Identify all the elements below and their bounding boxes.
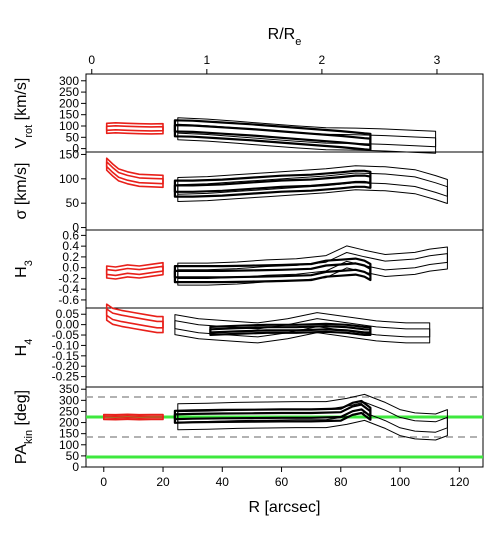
y-axis-tick-label: -0.4 xyxy=(58,282,79,296)
y-axis-tick-label: 0.00 xyxy=(56,318,80,332)
panel-h4: -0.25-0.20-0.15-0.10-0.050.000.05 H4 xyxy=(13,303,484,388)
top-axis-tick-label: 1 xyxy=(203,53,210,67)
y-axis-tick-label: 0 xyxy=(72,460,79,474)
outer-contour-thin xyxy=(174,312,431,344)
inner-contour-red xyxy=(105,261,164,280)
y-axis-tick-label: 0.0 xyxy=(62,261,79,275)
bottom-axis-title: R [arcsec] xyxy=(248,499,320,516)
outer-contour-thick-core xyxy=(173,174,372,193)
y-axis-title-main: PA xyxy=(13,444,30,464)
outer-contour-thick-core xyxy=(173,262,372,279)
outer-contour-thin xyxy=(177,117,437,154)
outer-contour-thin xyxy=(177,393,448,441)
bottom-axis-tick-label: 40 xyxy=(216,475,230,489)
outer-contour-thick xyxy=(173,399,372,424)
inner-contour-red-core xyxy=(103,415,164,419)
bottom-axis-tick-label: 20 xyxy=(156,475,170,489)
bottom-axis-tick-label: 0 xyxy=(100,475,107,489)
y-axis-tick-label: -0.25 xyxy=(52,370,80,384)
outer-contour-thick xyxy=(173,119,372,151)
y-axis-tick-label: 0 xyxy=(72,142,79,156)
y-axis-title-main: V xyxy=(13,137,30,148)
y-axis-tick-label: -0.6 xyxy=(58,293,79,307)
inner-contour-red xyxy=(105,303,164,334)
top-axis-tick-label: 2 xyxy=(319,53,326,67)
y-axis-tick-label: 50 xyxy=(66,449,80,463)
y-axis-tick-label: 50 xyxy=(66,130,80,144)
inner-contour-red-core xyxy=(105,125,164,132)
y-axis-tick-label: -0.15 xyxy=(52,349,80,363)
y-axis-tick-label: 300 xyxy=(59,74,79,88)
top-axis-tick-label: 3 xyxy=(434,53,441,67)
y-axis-tick-label: 200 xyxy=(59,96,79,110)
inner-contour-red xyxy=(105,157,164,189)
y-axis-tick-label: 200 xyxy=(59,416,79,430)
panel-h3: -0.6-0.4-0.20.00.20.40.6 H3 xyxy=(13,228,484,309)
y-axis-title: Vrot [km/s] xyxy=(13,78,35,149)
outer-contour-thin-core xyxy=(177,172,448,197)
y-axis-tick-label: -0.05 xyxy=(52,328,80,342)
y-axis-tick-label: 250 xyxy=(59,404,79,418)
y-axis-title: σ [km/s] xyxy=(13,163,30,220)
inner-contour-red xyxy=(103,413,164,421)
y-axis-tick-label: 350 xyxy=(59,382,79,396)
y-axis-title: PAkin [deg] xyxy=(13,390,35,464)
top-axis-title: R/Re xyxy=(268,26,302,48)
outer-contour-thick xyxy=(173,169,372,198)
bottom-axis-tick-label: 100 xyxy=(390,475,410,489)
y-axis-title-main: σ [km/s] xyxy=(13,163,30,220)
y-axis-tick-label: 0.2 xyxy=(62,250,79,264)
y-axis-title-main: H xyxy=(13,345,30,357)
y-axis-tick-label: -0.2 xyxy=(58,271,79,285)
y-axis-title-main: H xyxy=(13,266,30,278)
y-axis-title-subscript: kin xyxy=(23,430,35,444)
y-axis-tick-label: 300 xyxy=(59,393,79,407)
y-axis-title-subscript: 4 xyxy=(23,339,35,345)
y-axis-tick-label: 50 xyxy=(66,196,80,210)
y-axis-tick-label: 100 xyxy=(59,172,79,186)
y-axis-title-subscript: 3 xyxy=(23,260,35,266)
outer-contour-thick xyxy=(173,257,372,284)
y-axis-tick-label: -0.10 xyxy=(52,338,80,352)
outer-contour-thick-core xyxy=(209,325,372,334)
y-axis-title-subscript: rot xyxy=(23,125,35,138)
y-axis-tick-label: -0.20 xyxy=(52,359,80,373)
panel-sigma: 0 50 100 150 σ [km/s] xyxy=(13,147,484,235)
y-axis-tick-label: 100 xyxy=(59,119,79,133)
bottom-axis-tick-label: 60 xyxy=(275,475,289,489)
inner-contour-red-core xyxy=(105,308,164,329)
inner-contour-red-core xyxy=(105,265,164,277)
bottom-axis: 0 20 40 60 80 100 120 xyxy=(100,467,470,489)
y-axis-title-suffix: [deg] xyxy=(13,390,30,430)
outer-contour-thick-core xyxy=(173,403,372,421)
y-axis-title: H4 xyxy=(13,339,35,357)
y-axis-tick-label: 150 xyxy=(59,147,79,161)
y-axis-tick-label: 0.4 xyxy=(62,239,79,253)
y-axis-title: H3 xyxy=(13,260,35,278)
y-axis-tick-label: 150 xyxy=(59,108,79,122)
y-axis-tick-label: 100 xyxy=(59,438,79,452)
y-axis-tick-label: 0 xyxy=(72,221,79,235)
outer-contour-thin xyxy=(177,165,448,204)
inner-contour-red xyxy=(105,122,164,135)
top-axis: 0 1 2 3 xyxy=(88,53,441,74)
y-axis-tick-label: 0.6 xyxy=(62,228,79,242)
y-axis-tick-label: 0.05 xyxy=(56,307,80,321)
y-axis-tick-label: 250 xyxy=(59,85,79,99)
outer-contour-thick-core xyxy=(173,124,372,147)
panel-frame xyxy=(85,386,484,468)
outer-contour-thick xyxy=(209,322,372,336)
y-axis-title-suffix: [km/s] xyxy=(13,78,30,125)
bottom-axis-tick-label: 120 xyxy=(449,475,469,489)
y-axis-tick-label: 150 xyxy=(59,427,79,441)
bottom-axis-tick-label: 80 xyxy=(334,475,348,489)
inner-contour-red-core xyxy=(105,161,164,185)
top-axis-tick-label: 0 xyxy=(88,53,95,67)
